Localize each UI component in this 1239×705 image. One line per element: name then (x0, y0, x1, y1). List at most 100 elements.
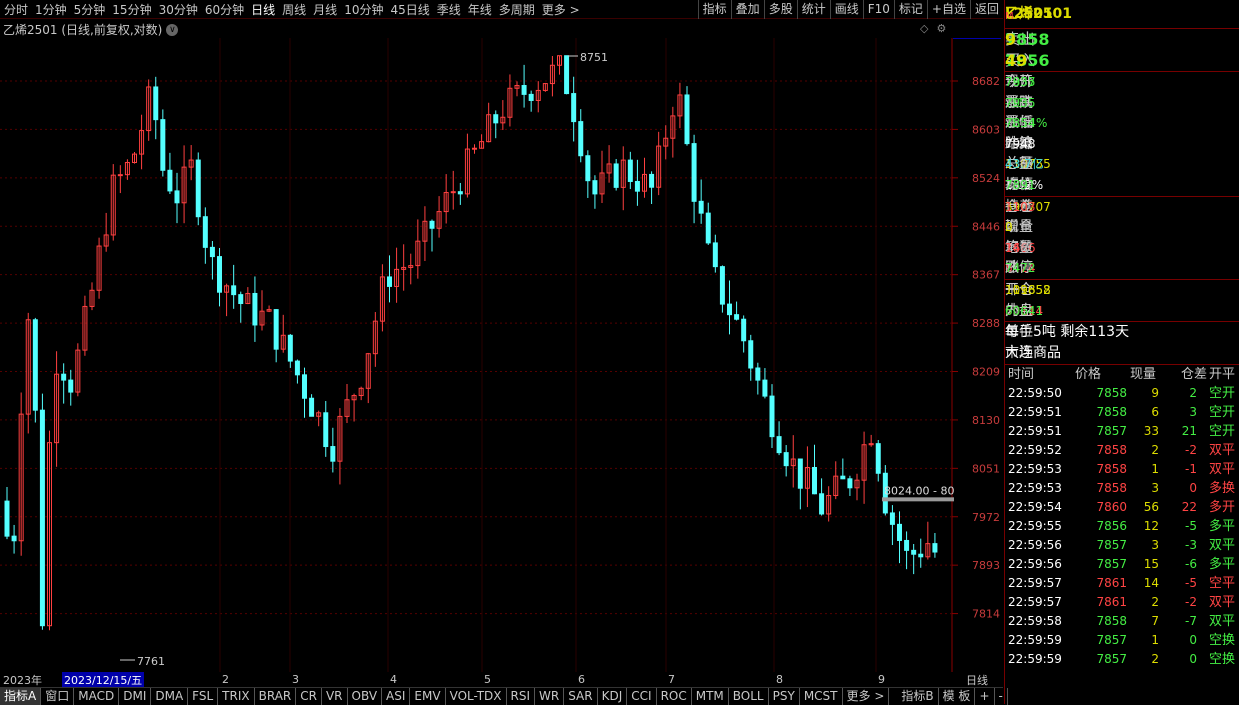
tick-cell: 0 (1189, 633, 1197, 648)
indicator-tab[interactable]: WR (535, 688, 565, 705)
candle-body (677, 94, 683, 117)
indicator-tab[interactable]: BOLL (729, 688, 769, 705)
quote-row: 卖出 7858 9 (1005, 29, 1239, 50)
chart-title: 乙烯2501 (日线,前复权,对数) ∨ (3, 21, 179, 38)
candle-body (47, 442, 52, 627)
candle-body (486, 114, 492, 143)
toolbar-button[interactable]: 返回 (969, 0, 1003, 19)
indicator-tab[interactable]: SAR (564, 688, 598, 705)
indicator-tab[interactable]: PSY (769, 688, 800, 705)
period-tab[interactable]: 10分钟 (344, 2, 384, 17)
period-toolbar: 分时 1分钟 5分钟 15分钟 30分钟 60分钟 日线 周线 月线 10分钟 45日线 季线 年线 多周… (0, 0, 1003, 19)
candle-body (365, 353, 371, 389)
period-tab[interactable]: 15分钟 (112, 2, 152, 17)
quote-row: 开仓 111858 平仓 109652 (1005, 280, 1239, 301)
candle-body (259, 310, 265, 326)
candle-body (472, 147, 477, 150)
toolbar-button[interactable]: 标记 (893, 0, 927, 19)
candle-body (875, 443, 881, 474)
quote-label: 最高 (1005, 94, 1033, 111)
tick-cell: 多换 (1208, 481, 1235, 497)
indicator-tab[interactable]: ROC (657, 688, 692, 705)
tick-cell: 7857 (1096, 652, 1127, 667)
tick-cell: 双平 (1208, 443, 1235, 459)
indicator-tab[interactable]: 窗口 (41, 688, 75, 705)
candle-body (188, 159, 194, 168)
tick-cell: 2 (1189, 386, 1197, 401)
zoom-button[interactable]: - (995, 688, 1008, 705)
candle-body (25, 319, 31, 415)
tick-row: 22:59:59 7857 2 0 空换 (1005, 650, 1239, 669)
diamond-icon[interactable]: ◇ (920, 22, 937, 35)
indicator-tab[interactable]: MACD (74, 688, 120, 705)
toolbar-button[interactable]: 指标 (697, 0, 731, 19)
toolbar-button[interactable]: +自选 (926, 0, 970, 19)
candlestick-chart[interactable]: 8682860385248446836782888209813080517972… (0, 38, 1003, 688)
quote-row: L2501 乙烯2501 M (1005, 0, 1239, 28)
period-tab[interactable]: 日线 (251, 2, 276, 17)
indicator-tab[interactable]: RSI (507, 688, 536, 705)
indicator-tab[interactable]: 指标A (0, 688, 42, 705)
tick-cell: 7857 (1096, 424, 1127, 439)
candle-body (790, 458, 796, 467)
toolbar-button[interactable]: 多股 (763, 0, 797, 19)
quote-row: 现价 7857 今开 7935 (1005, 72, 1239, 93)
period-tab[interactable]: 5分钟 (73, 2, 106, 17)
indicator-tab[interactable]: MTM (692, 688, 729, 705)
indicator-tab[interactable]: VOL-TDX (446, 688, 507, 705)
candle-body (408, 265, 414, 268)
toolbar-button[interactable]: 统计 (796, 0, 830, 19)
period-tab[interactable]: 季线 (436, 2, 461, 17)
gear-icon[interactable]: ⚙ (936, 22, 955, 35)
indicator-tab[interactable]: 更多 > (843, 688, 890, 705)
candle-body (450, 191, 456, 194)
indicator-tab[interactable]: FSL (188, 688, 219, 705)
period-tab[interactable]: 60分钟 (204, 2, 245, 17)
tick-cell: 7860 (1096, 500, 1127, 515)
period-tab[interactable]: 多周期 (498, 2, 535, 17)
indicator-tab[interactable]: ASI (382, 688, 411, 705)
period-tab[interactable]: 分时 (4, 2, 29, 17)
tick-cell: 1 (1151, 633, 1159, 648)
period-tab[interactable]: 45日线 (390, 2, 430, 17)
tick-header-cell: 价格 (1075, 367, 1102, 383)
y-tick-label: 7814 (972, 608, 1000, 621)
period-label: 日线 (966, 674, 988, 687)
period-tab[interactable]: 30分钟 (158, 2, 198, 17)
period-tab[interactable]: 年线 (467, 2, 492, 17)
tick-header-cell: 现量 (1130, 367, 1157, 383)
candle-body (387, 276, 392, 287)
toolbar-button[interactable]: F10 (862, 0, 894, 19)
period-tab[interactable]: 1分钟 (35, 2, 67, 17)
quote-value: -1.14% (1005, 116, 1048, 131)
indicator-tab[interactable]: EMV (410, 688, 446, 705)
indicator-tab[interactable]: TRIX (218, 688, 255, 705)
period-tab[interactable]: 月线 (313, 2, 338, 17)
indicator-tab[interactable]: CCI (627, 688, 657, 705)
indicator-tab[interactable]: OBV (348, 688, 383, 705)
candle-body (812, 466, 817, 495)
indicator-tab[interactable]: DMI (119, 688, 152, 705)
tick-cell: 3 (1151, 481, 1159, 496)
indicator-tab[interactable]: DMA (151, 688, 189, 705)
period-tab[interactable]: 周线 (282, 2, 307, 17)
candle-body (882, 472, 888, 514)
indicator-tab[interactable]: VR (322, 688, 348, 705)
toolbar-button[interactable]: 画线 (829, 0, 863, 19)
indicator-tab[interactable]: CR (296, 688, 322, 705)
period-tab[interactable]: 更多 > (541, 2, 580, 17)
candle-body (287, 334, 293, 362)
candle-body (372, 320, 378, 355)
indicator-tab[interactable]: MCST (800, 688, 843, 705)
toolbar-button[interactable]: 叠加 (730, 0, 764, 19)
indicator-tab[interactable]: 指标B (897, 688, 939, 705)
candle-body (415, 240, 421, 267)
candle-body (535, 89, 541, 101)
candle-body (217, 256, 222, 293)
indicator-tab[interactable]: BRAR (255, 688, 297, 705)
zoom-button[interactable]: + (975, 688, 995, 705)
tick-cell: 3 (1151, 538, 1159, 553)
chevron-down-icon[interactable]: ∨ (166, 23, 179, 36)
indicator-tab[interactable]: KDJ (598, 688, 628, 705)
indicator-tab[interactable]: 模 板 (939, 688, 976, 705)
